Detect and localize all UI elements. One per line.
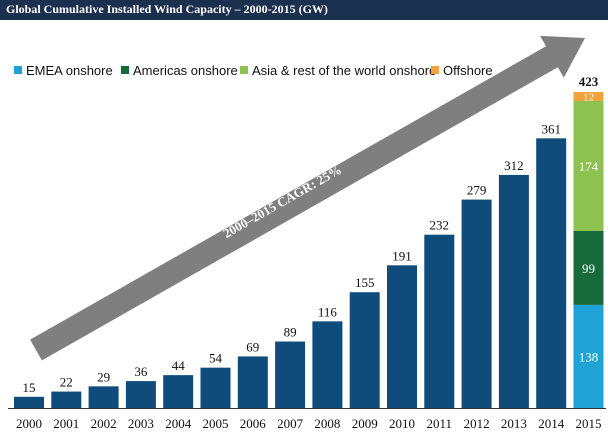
bar-2003	[125, 381, 156, 408]
bar-2004	[163, 375, 194, 408]
bar-2014	[536, 138, 567, 408]
bar-2009	[349, 292, 380, 408]
bar-2000	[14, 396, 44, 408]
value-label-2011: 232	[430, 218, 450, 233]
value-label-2003: 36	[134, 364, 148, 379]
x-tick-2007: 2007	[277, 416, 304, 431]
segment-label-2015-asia: 174	[579, 159, 599, 174]
value-label-2001: 22	[60, 375, 73, 390]
segment-label-2015-emea: 138	[579, 349, 599, 364]
x-tick-2015: 2015	[576, 416, 602, 431]
title-bar: Global Cumulative Installed Wind Capacit…	[0, 0, 608, 20]
x-tick-2013: 2013	[501, 416, 527, 431]
x-tick-2009: 2009	[352, 416, 378, 431]
value-label-2009: 155	[355, 275, 375, 290]
value-label-2004: 44	[172, 358, 186, 373]
x-tick-2005: 2005	[203, 416, 229, 431]
x-tick-2008: 2008	[314, 416, 340, 431]
value-label-2005: 54	[209, 351, 223, 366]
bar-2015-offshore	[573, 92, 604, 101]
cagr-label: 2000–2015 CAGR: 25%	[220, 162, 344, 241]
bar-2006	[237, 356, 268, 408]
legend-label-asia: Asia & rest of the world onshore	[252, 63, 437, 78]
value-label-2015: 423	[579, 74, 599, 89]
segment-label-2015-offshore: 12	[583, 92, 594, 104]
bar-2010	[387, 265, 417, 408]
legend-swatch-offshore	[431, 66, 439, 74]
x-tick-2003: 2003	[128, 416, 154, 431]
bar-2008	[312, 321, 343, 408]
bar-2001	[51, 391, 82, 408]
x-tick-2002: 2002	[91, 416, 117, 431]
value-label-2002: 29	[97, 369, 110, 384]
legend-label-offshore: Offshore	[443, 63, 493, 78]
x-tick-2014: 2014	[538, 416, 565, 431]
x-tick-2006: 2006	[240, 416, 267, 431]
cagr-arrow	[30, 35, 586, 361]
bar-2007	[275, 341, 306, 408]
legend-swatch-emea	[14, 66, 22, 74]
x-tick-2011: 2011	[427, 416, 453, 431]
segment-label-2015-americas: 99	[582, 261, 595, 276]
value-label-2010: 191	[392, 248, 412, 263]
value-label-2013: 312	[504, 158, 524, 173]
x-tick-2001: 2001	[53, 416, 79, 431]
bar-2015-americas	[573, 230, 604, 305]
value-label-2007: 89	[284, 325, 297, 340]
value-label-2014: 361	[541, 121, 561, 136]
value-label-2000: 15	[23, 380, 36, 395]
bar-2005	[200, 367, 231, 408]
value-label-2006: 69	[246, 339, 259, 354]
x-tick-2012: 2012	[464, 416, 490, 431]
value-label-2012: 279	[467, 183, 487, 198]
chart-title: Global Cumulative Installed Wind Capacit…	[6, 2, 328, 16]
legend-swatch-asia	[240, 66, 248, 74]
bar-2002	[88, 386, 119, 408]
legend-label-americas: Americas onshore	[133, 63, 238, 78]
bar-2015-emea	[573, 304, 604, 408]
bar-2011	[424, 234, 455, 408]
x-tick-2010: 2010	[389, 416, 415, 431]
x-tick-2000: 2000	[16, 416, 42, 431]
bar-2013	[498, 174, 529, 408]
x-tick-2004: 2004	[165, 416, 192, 431]
value-label-2008: 116	[318, 304, 338, 319]
legend-label-emea: EMEA onshore	[26, 63, 113, 78]
bar-2015-asia	[573, 100, 604, 231]
legend-swatch-americas	[121, 66, 129, 74]
bar-2012	[461, 199, 492, 408]
